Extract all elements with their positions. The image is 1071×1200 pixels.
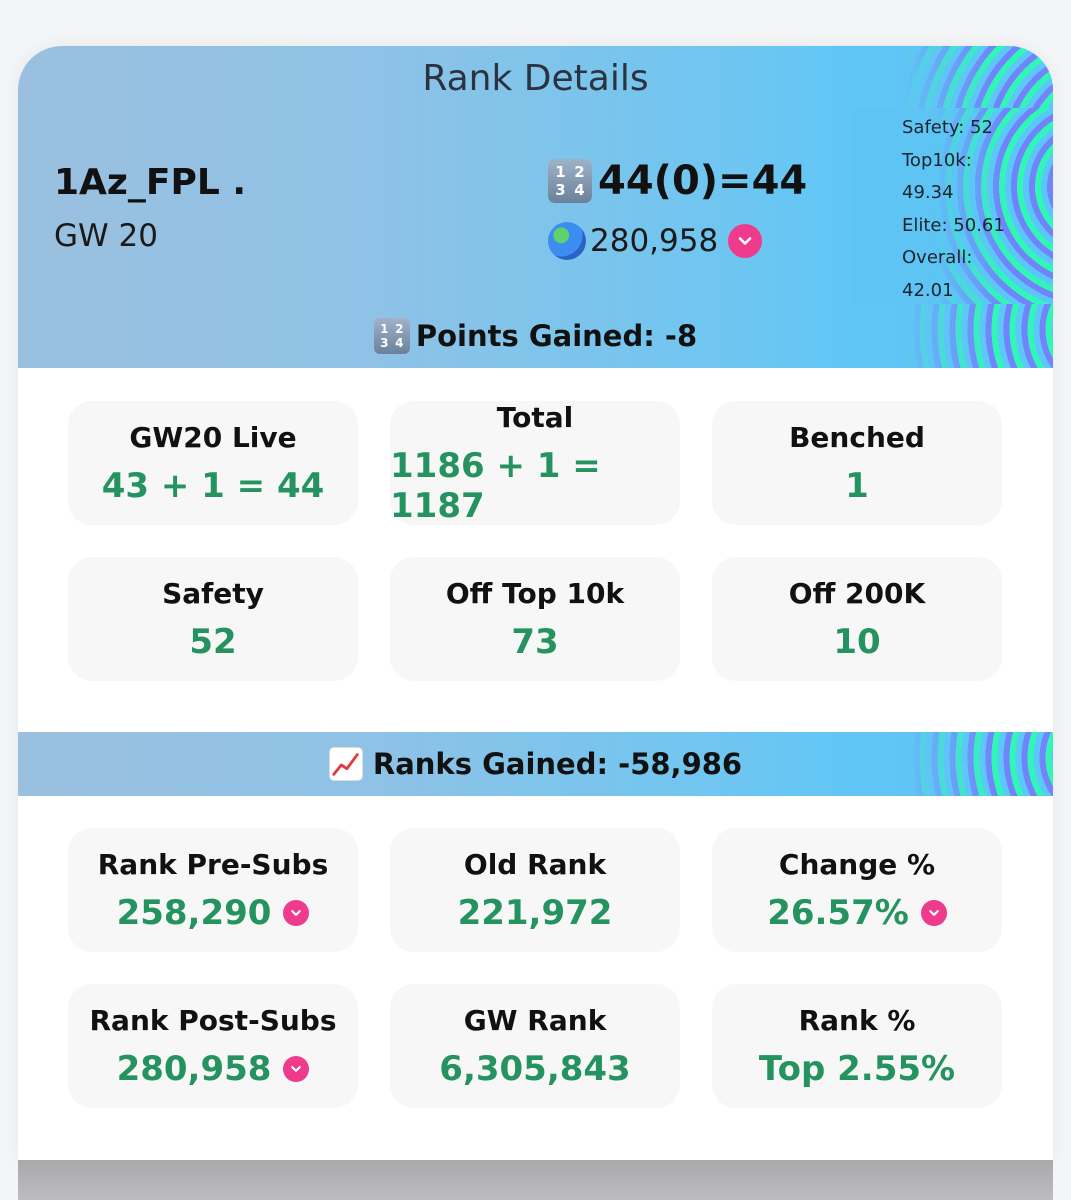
tile-value: 73 [511, 621, 559, 662]
team-name: 1Az_FPL . [54, 162, 246, 203]
tile-label: Safety [162, 576, 264, 610]
stat-line: 42.01 [902, 279, 954, 301]
tile-value: 1186 + 1 = 1187 [390, 445, 601, 526]
bar-decoration [903, 304, 1053, 368]
tile-label: Benched [789, 420, 925, 454]
tile-label: Off 200K [788, 576, 926, 610]
rank-tiles: Rank Pre-Subs 258,290 Old Rank 221,972 C… [68, 828, 1002, 1108]
points-gained-title: Points Gained: -8 [415, 319, 698, 353]
tile-label: Rank % [798, 1003, 916, 1037]
tile-value: Top 2.55% [758, 1048, 956, 1089]
stat-line: Safety: 52 [902, 117, 993, 138]
tile-off-top-10k: Off Top 10k 73 [390, 557, 680, 681]
tile-value: 221,972 [457, 892, 613, 933]
tile-rank-percent: Rank % Top 2.55% [712, 984, 1002, 1108]
bar-decoration [903, 732, 1053, 796]
next-card-edge [18, 1160, 1053, 1200]
score-value: 44(0)=44 [598, 158, 808, 204]
tile-rank-pre-subs: Rank Pre-Subs 258,290 [68, 828, 358, 952]
stat-line: Top10k: [902, 149, 972, 171]
tile-gw-live: GW20 Live 43 + 1 = 44 [68, 401, 358, 525]
tile-value: 6,305,843 [439, 1048, 631, 1089]
tile-total: Total 1186 + 1 = 1187 [390, 400, 680, 526]
tile-value: 1 [845, 465, 869, 506]
ranks-gained-bar: Ranks Gained: -58,986 [18, 732, 1053, 796]
tile-value-row: 26.57% [767, 893, 947, 933]
panel-decoration [933, 108, 1053, 304]
tile-label: Change % [778, 847, 936, 881]
points-tiles: GW20 Live 43 + 1 = 44 Total 1186 + 1 = 1… [68, 401, 1002, 681]
tile-label: Rank Pre-Subs [97, 847, 329, 881]
tile-label: GW Rank [463, 1003, 607, 1037]
tile-safety: Safety 52 [68, 557, 358, 681]
overall-rank-value: 280,958 [590, 223, 719, 259]
chevron-down-icon [728, 224, 763, 258]
chevron-down-icon [920, 899, 947, 926]
tile-old-rank: Old Rank 221,972 [390, 828, 680, 952]
chart-increasing-icon [328, 747, 363, 781]
overall-rank: 280,958 [548, 222, 763, 260]
tile-label: Rank Post-Subs [89, 1003, 337, 1037]
tile-label: GW20 Live [129, 420, 297, 454]
chevron-down-icon [283, 1055, 310, 1082]
tile-rank-post-subs: Rank Post-Subs 280,958 [68, 984, 358, 1108]
tile-label: Old Rank [463, 847, 607, 881]
tile-label: Off Top 10k [445, 576, 625, 610]
gameweek-label: GW 20 [54, 218, 158, 254]
tile-value: 52 [189, 621, 237, 662]
tile-value: 26.57% [767, 892, 909, 933]
tile-off-200k: Off 200K 10 [712, 557, 1002, 681]
tile-value-row: 280,958 [117, 1049, 310, 1089]
tile-value: 258,290 [116, 892, 272, 933]
ranks-gained-title: Ranks Gained: -58,986 [372, 747, 743, 781]
threshold-stats-panel: Safety: 52 Top10k: 49.34 Elite: 50.61 Ov… [852, 108, 1053, 304]
tile-change-percent: Change % 26.57% [712, 828, 1002, 952]
chevron-down-icon [283, 899, 310, 926]
tile-value: 280,958 [116, 1048, 272, 1089]
stat-line: Elite: 50.61 [902, 214, 1005, 236]
page-title: Rank Details [422, 58, 649, 99]
tile-value-row: 258,290 [117, 893, 310, 933]
tile-value: 10 [833, 621, 881, 662]
stat-line: Overall: [902, 247, 973, 268]
stat-line: 49.34 [902, 182, 954, 203]
tile-label: Total [496, 400, 574, 434]
tile-value: 43 + 1 = 44 [101, 465, 325, 506]
tile-gw-rank: GW Rank 6,305,843 [390, 984, 680, 1108]
tile-benched: Benched 1 [712, 401, 1002, 525]
globe-icon [548, 222, 586, 260]
